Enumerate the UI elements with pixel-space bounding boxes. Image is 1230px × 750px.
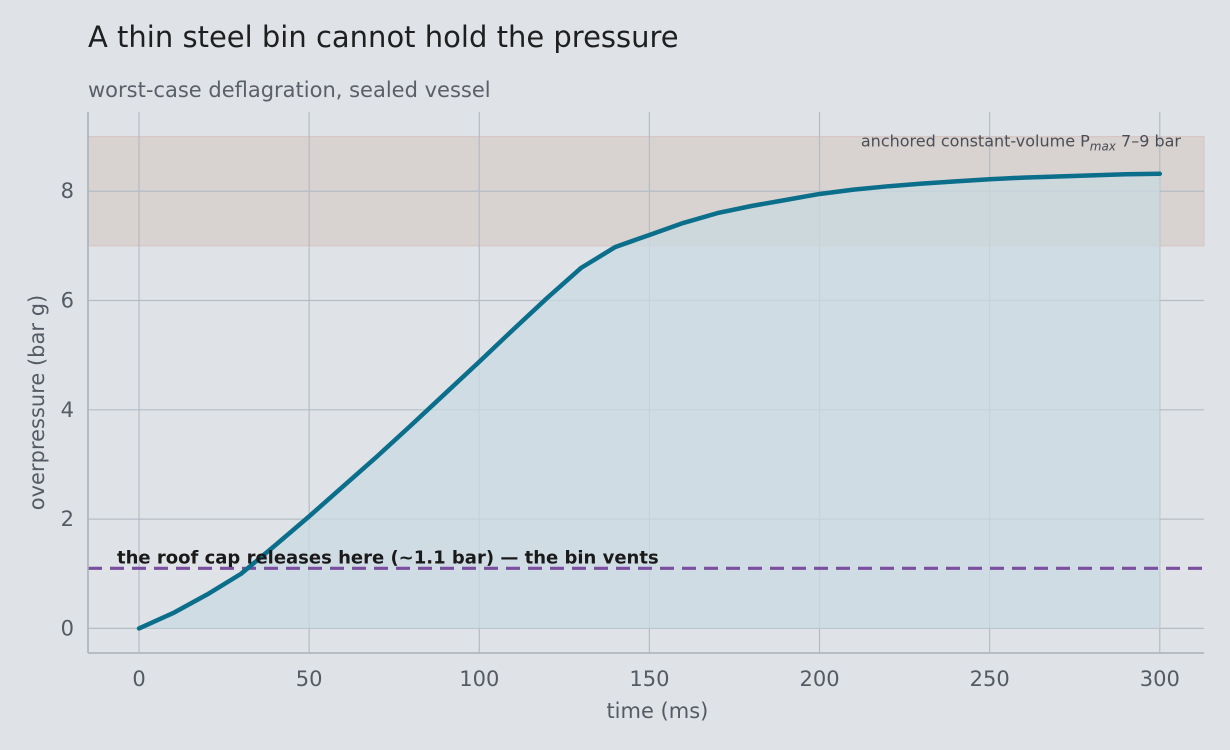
x-axis-label: time (ms) [606, 699, 708, 723]
y-axis-label: overpressure (bar g) [25, 295, 49, 510]
x-tick-label: 50 [296, 667, 323, 691]
y-tick-label: 2 [61, 507, 74, 531]
axis-layer: 0 50 100 150 200 250 300 0 2 4 6 8 [61, 112, 1204, 691]
pmax-band-label: anchored constant-volume Pmax 7–9 bar [861, 132, 1182, 154]
line-layer [136, 171, 1163, 631]
x-tick-label: 200 [799, 667, 839, 691]
y-tick-label: 4 [61, 398, 74, 422]
x-tick-label: 0 [132, 667, 145, 691]
chart-title: A thin steel bin cannot hold the pressur… [88, 20, 679, 54]
label-layer: time (ms) overpressure (bar g) anchored co… [25, 132, 1181, 723]
x-tick-label: 250 [970, 667, 1010, 691]
y-tick-label: 0 [61, 616, 74, 640]
area-layer [139, 173, 1160, 629]
pressure-area [139, 173, 1160, 629]
x-tick-label: 300 [1140, 667, 1180, 691]
roof-cap-release-label: the roof cap releases here (~1.1 bar) — … [117, 547, 659, 568]
pressure-curve [136, 171, 1163, 631]
y-tick-label: 6 [61, 289, 74, 313]
chart-subtitle: worst-case deflagration, sealed vessel [88, 78, 491, 102]
y-tick-label: 8 [61, 179, 74, 203]
x-tick-label: 150 [629, 667, 669, 691]
x-tick-label: 100 [459, 667, 499, 691]
